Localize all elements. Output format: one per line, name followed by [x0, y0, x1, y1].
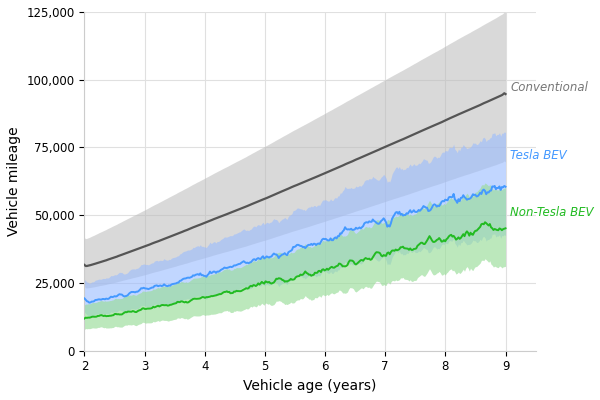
X-axis label: Vehicle age (years): Vehicle age (years)	[244, 379, 377, 393]
Text: Tesla BEV: Tesla BEV	[511, 149, 567, 162]
Text: Non-Tesla BEV: Non-Tesla BEV	[511, 206, 594, 219]
Y-axis label: Vehicle mileage: Vehicle mileage	[7, 126, 21, 236]
Text: Conventional: Conventional	[511, 81, 588, 94]
